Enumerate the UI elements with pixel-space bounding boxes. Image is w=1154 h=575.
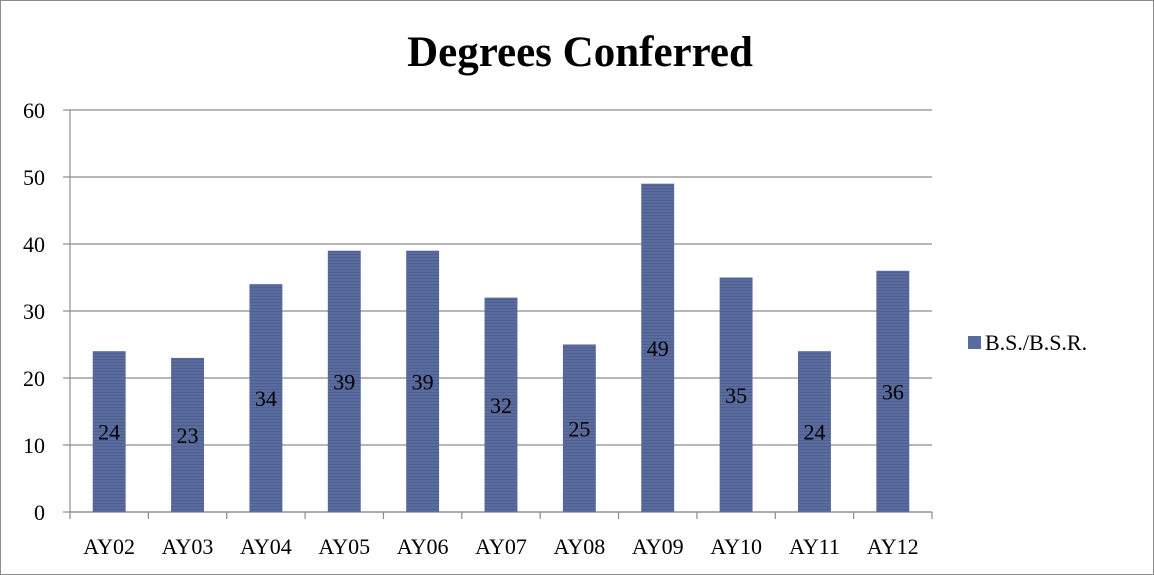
data-label: 24	[98, 420, 120, 445]
bar-series	[92, 183, 910, 512]
bar-ay02	[92, 351, 126, 512]
bar-ay09	[641, 183, 675, 512]
data-labels: 24 23 34 39 39 32 25 49 35 24 36	[98, 336, 904, 448]
x-tick-label: AY05	[318, 534, 370, 559]
x-tick-label: AY08	[553, 534, 605, 559]
x-tick-label: AY06	[397, 534, 449, 559]
legend: B.S./B.S.R.	[968, 330, 1087, 355]
bar-ay08	[562, 344, 596, 512]
y-tick-label: 30	[23, 299, 45, 324]
x-tick-label: AY12	[867, 534, 919, 559]
data-label: 36	[882, 379, 904, 404]
chart-title: Degrees Conferred	[407, 29, 753, 76]
x-tick-label: AY03	[162, 534, 214, 559]
bar-ay12	[876, 270, 910, 512]
data-label: 32	[490, 393, 512, 418]
x-tick-label: AY09	[632, 534, 684, 559]
y-tick-label: 50	[23, 165, 45, 190]
bar-ay04	[249, 284, 283, 512]
data-label: 39	[333, 369, 355, 394]
data-label: 35	[725, 383, 747, 408]
data-label: 34	[255, 386, 277, 411]
x-tick-label: AY04	[240, 534, 292, 559]
x-tick-label: AY11	[789, 534, 840, 559]
axes: 0 10 20 30 40 50 60 AY02 AY03 AY04 AY05 AY06 AY07 AY0…	[23, 98, 933, 559]
y-tick-label: 0	[34, 500, 45, 525]
data-label: 24	[803, 420, 825, 445]
bar-ay06	[406, 250, 440, 512]
x-tick-label: AY02	[83, 534, 135, 559]
y-tick-label: 20	[23, 366, 45, 391]
y-tick-label: 40	[23, 232, 45, 257]
x-tick-label: AY10	[710, 534, 762, 559]
legend-label: B.S./B.S.R.	[985, 330, 1087, 355]
y-tick-label: 60	[23, 98, 45, 123]
data-label: 49	[647, 336, 669, 361]
bar-ay10	[719, 277, 753, 512]
data-label: 39	[412, 369, 434, 394]
y-tick-label: 10	[23, 433, 45, 458]
bar-ay03	[171, 357, 205, 512]
data-label: 23	[177, 423, 199, 448]
x-tick-label: AY07	[475, 534, 527, 559]
bar-ay11	[797, 351, 831, 512]
legend-swatch	[968, 336, 981, 349]
bar-ay05	[327, 250, 361, 512]
bar-ay07	[484, 297, 518, 512]
data-label: 25	[568, 416, 590, 441]
